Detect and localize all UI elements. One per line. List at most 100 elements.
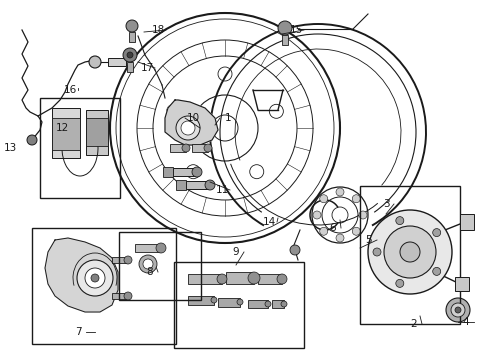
Circle shape	[126, 20, 138, 32]
Bar	[112, 257, 128, 263]
Bar	[192, 144, 207, 152]
Text: 11: 11	[215, 185, 228, 195]
Bar	[225, 272, 253, 284]
Circle shape	[218, 67, 231, 81]
Bar	[112, 293, 128, 299]
Circle shape	[351, 227, 360, 235]
Circle shape	[127, 52, 133, 58]
Bar	[459, 214, 473, 230]
Bar	[52, 118, 80, 150]
Circle shape	[249, 165, 263, 179]
Circle shape	[276, 274, 286, 284]
Bar	[454, 277, 468, 291]
Circle shape	[186, 165, 200, 179]
Circle shape	[281, 301, 286, 307]
Circle shape	[335, 234, 343, 242]
Text: 17: 17	[140, 63, 153, 73]
Bar	[173, 168, 197, 176]
Circle shape	[358, 211, 366, 219]
Text: 2: 2	[410, 319, 416, 329]
Circle shape	[139, 255, 157, 273]
Circle shape	[432, 267, 440, 275]
Bar	[86, 110, 108, 155]
Circle shape	[210, 297, 217, 303]
Circle shape	[269, 104, 283, 118]
Circle shape	[85, 268, 105, 288]
Bar	[32, 228, 176, 344]
Circle shape	[204, 180, 215, 190]
Circle shape	[367, 210, 451, 294]
Circle shape	[450, 303, 464, 317]
Circle shape	[383, 226, 435, 278]
Circle shape	[395, 279, 403, 287]
Text: 15: 15	[289, 25, 302, 35]
Circle shape	[156, 243, 165, 253]
Text: 16: 16	[63, 85, 77, 95]
Bar	[40, 98, 120, 198]
Circle shape	[89, 56, 101, 68]
Text: 9: 9	[232, 247, 239, 257]
Circle shape	[91, 274, 99, 282]
Circle shape	[182, 144, 190, 152]
Circle shape	[181, 121, 195, 135]
Circle shape	[289, 245, 299, 255]
Text: 7: 7	[75, 327, 81, 337]
Text: 18: 18	[151, 25, 164, 35]
Bar	[135, 244, 161, 252]
Polygon shape	[45, 238, 118, 312]
Circle shape	[319, 227, 327, 235]
Circle shape	[237, 299, 243, 305]
Circle shape	[217, 274, 226, 284]
Circle shape	[27, 135, 37, 145]
Bar	[185, 181, 209, 189]
Text: 13: 13	[3, 143, 17, 153]
Text: 6: 6	[329, 223, 336, 233]
Circle shape	[432, 229, 440, 237]
Text: 5: 5	[365, 235, 371, 245]
Bar	[170, 144, 185, 152]
Circle shape	[124, 292, 132, 300]
Bar	[127, 62, 133, 72]
Bar	[129, 32, 135, 42]
Circle shape	[203, 144, 212, 152]
Bar	[282, 35, 287, 45]
Text: 14: 14	[262, 217, 275, 227]
Polygon shape	[164, 100, 218, 145]
Text: 10: 10	[186, 113, 199, 123]
Circle shape	[264, 301, 270, 307]
Circle shape	[124, 256, 132, 264]
Text: 4: 4	[462, 317, 468, 327]
Bar	[247, 300, 267, 308]
Circle shape	[247, 272, 260, 284]
Bar	[108, 58, 126, 66]
Circle shape	[166, 104, 180, 118]
Bar	[176, 180, 185, 190]
Bar	[174, 262, 304, 348]
Circle shape	[142, 259, 153, 269]
Bar	[52, 108, 80, 158]
Circle shape	[395, 217, 403, 225]
Circle shape	[176, 116, 200, 140]
Circle shape	[192, 167, 202, 177]
Circle shape	[445, 298, 469, 322]
Circle shape	[77, 260, 113, 296]
Circle shape	[123, 48, 137, 62]
Bar	[258, 274, 282, 284]
Text: 12: 12	[55, 123, 68, 133]
Bar	[119, 232, 201, 300]
Text: 1: 1	[224, 113, 231, 123]
Circle shape	[454, 307, 460, 313]
Bar	[86, 118, 108, 146]
Bar	[359, 186, 459, 324]
Bar	[187, 274, 222, 284]
Circle shape	[319, 195, 327, 203]
Circle shape	[312, 211, 320, 219]
Text: 3: 3	[382, 199, 388, 209]
Bar	[218, 298, 240, 307]
Circle shape	[278, 21, 291, 35]
Bar	[187, 296, 214, 305]
Circle shape	[335, 188, 343, 196]
Text: 8: 8	[146, 267, 153, 277]
Bar	[271, 300, 284, 308]
Bar	[163, 167, 173, 177]
